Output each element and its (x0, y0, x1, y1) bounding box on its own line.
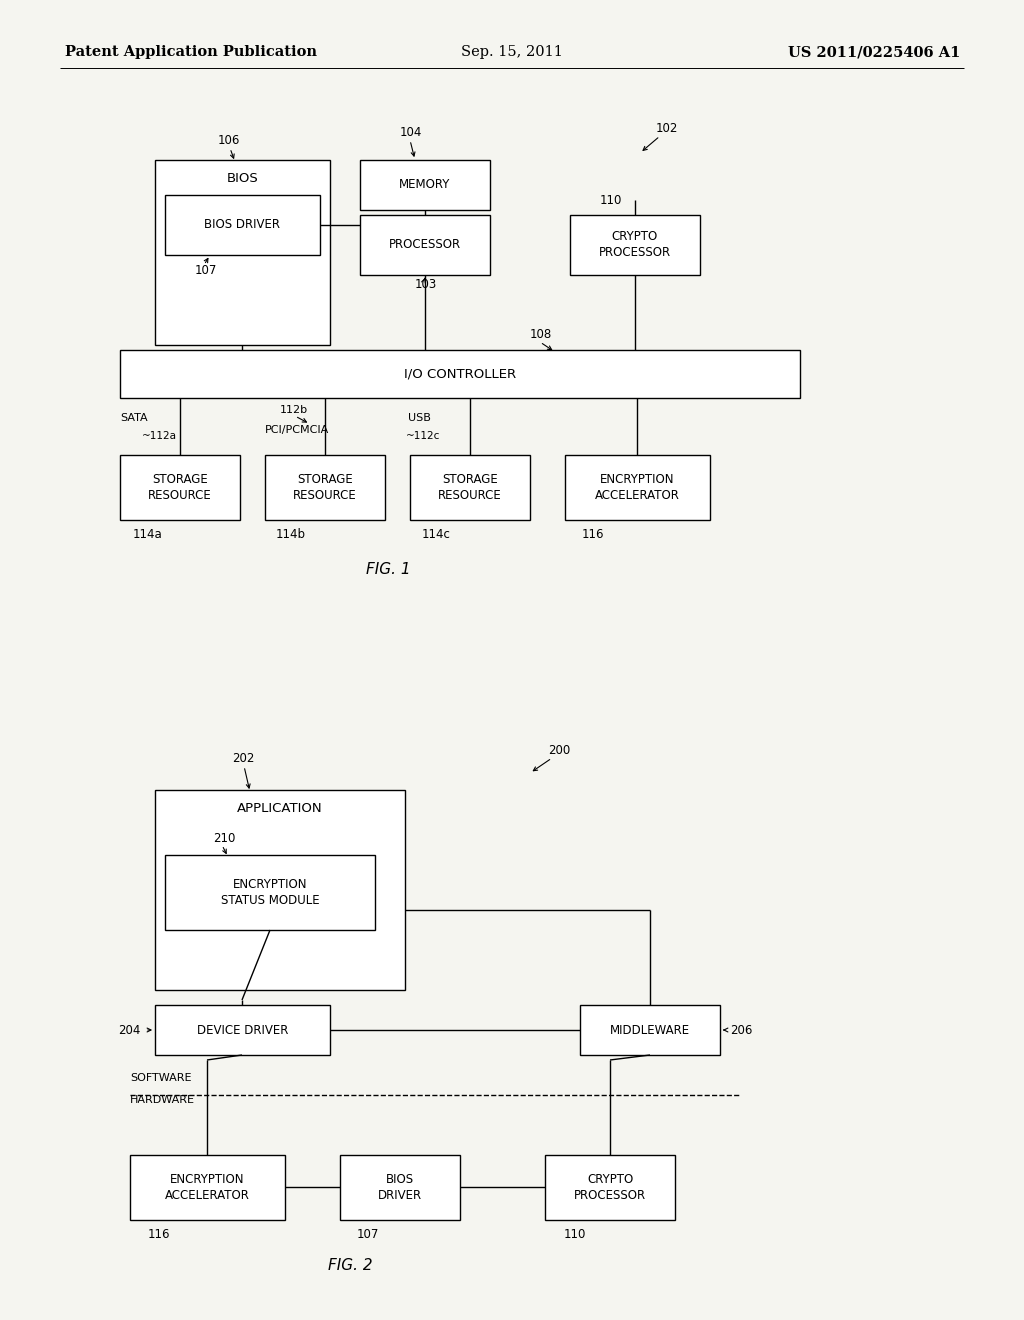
Text: SOFTWARE: SOFTWARE (130, 1073, 191, 1082)
Text: BIOS DRIVER: BIOS DRIVER (205, 219, 281, 231)
Text: STORAGE
RESOURCE: STORAGE RESOURCE (293, 473, 357, 502)
Text: 116: 116 (582, 528, 604, 540)
Text: I/O CONTROLLER: I/O CONTROLLER (403, 367, 516, 380)
Bar (120, 350, 800, 399)
Bar (165, 195, 319, 255)
Bar (340, 1155, 460, 1220)
Bar (570, 215, 700, 275)
Text: 107: 107 (357, 1229, 379, 1242)
Text: STORAGE
RESOURCE: STORAGE RESOURCE (148, 473, 212, 502)
Text: ~112c: ~112c (406, 432, 440, 441)
Text: FIG. 2: FIG. 2 (328, 1258, 373, 1272)
Text: APPLICATION: APPLICATION (238, 801, 323, 814)
Text: 102: 102 (656, 121, 678, 135)
Text: PROCESSOR: PROCESSOR (389, 239, 461, 252)
Text: 210: 210 (213, 832, 236, 845)
Text: 116: 116 (148, 1229, 171, 1242)
Text: 202: 202 (232, 751, 254, 764)
Bar (120, 455, 240, 520)
Text: STORAGE
RESOURCE: STORAGE RESOURCE (438, 473, 502, 502)
Text: BIOS
DRIVER: BIOS DRIVER (378, 1173, 422, 1203)
Bar (165, 855, 375, 931)
Bar (130, 1155, 285, 1220)
Text: ENCRYPTION
ACCELERATOR: ENCRYPTION ACCELERATOR (595, 473, 680, 502)
Text: CRYPTO
PROCESSOR: CRYPTO PROCESSOR (573, 1173, 646, 1203)
Text: Patent Application Publication: Patent Application Publication (65, 45, 317, 59)
Text: HARDWARE: HARDWARE (130, 1096, 195, 1105)
Text: 110: 110 (600, 194, 623, 206)
Text: BIOS: BIOS (226, 172, 258, 185)
Text: Sep. 15, 2011: Sep. 15, 2011 (461, 45, 563, 59)
Text: DEVICE DRIVER: DEVICE DRIVER (197, 1023, 288, 1036)
Text: ~112a: ~112a (142, 432, 177, 441)
Bar (410, 455, 530, 520)
Text: PCI/PCMCIA: PCI/PCMCIA (265, 425, 330, 436)
Text: USB: USB (408, 413, 431, 422)
Text: 110: 110 (564, 1229, 587, 1242)
Text: ENCRYPTION
STATUS MODULE: ENCRYPTION STATUS MODULE (221, 878, 319, 907)
Bar (265, 455, 385, 520)
Text: CRYPTO
PROCESSOR: CRYPTO PROCESSOR (599, 231, 671, 260)
Bar (155, 1005, 330, 1055)
Text: 114a: 114a (133, 528, 163, 540)
Text: 112b: 112b (280, 405, 308, 414)
Bar (545, 1155, 675, 1220)
Text: 114c: 114c (422, 528, 451, 540)
Text: US 2011/0225406 A1: US 2011/0225406 A1 (787, 45, 961, 59)
Text: 103: 103 (415, 279, 437, 292)
Text: MEMORY: MEMORY (399, 178, 451, 191)
Bar (360, 160, 490, 210)
Bar (155, 160, 330, 345)
Text: 206: 206 (730, 1023, 753, 1036)
Bar (360, 215, 490, 275)
Text: 106: 106 (218, 133, 241, 147)
Bar (155, 789, 406, 990)
Bar (580, 1005, 720, 1055)
Text: FIG. 1: FIG. 1 (366, 562, 411, 578)
Text: SATA: SATA (120, 413, 147, 422)
Text: 114b: 114b (276, 528, 306, 540)
Text: 204: 204 (118, 1023, 140, 1036)
Text: MIDDLEWARE: MIDDLEWARE (610, 1023, 690, 1036)
Text: 104: 104 (400, 127, 422, 140)
Text: ENCRYPTION
ACCELERATOR: ENCRYPTION ACCELERATOR (165, 1173, 250, 1203)
Text: 108: 108 (530, 329, 552, 342)
Text: 107: 107 (195, 264, 217, 276)
Text: 200: 200 (548, 743, 570, 756)
Bar (565, 455, 710, 520)
